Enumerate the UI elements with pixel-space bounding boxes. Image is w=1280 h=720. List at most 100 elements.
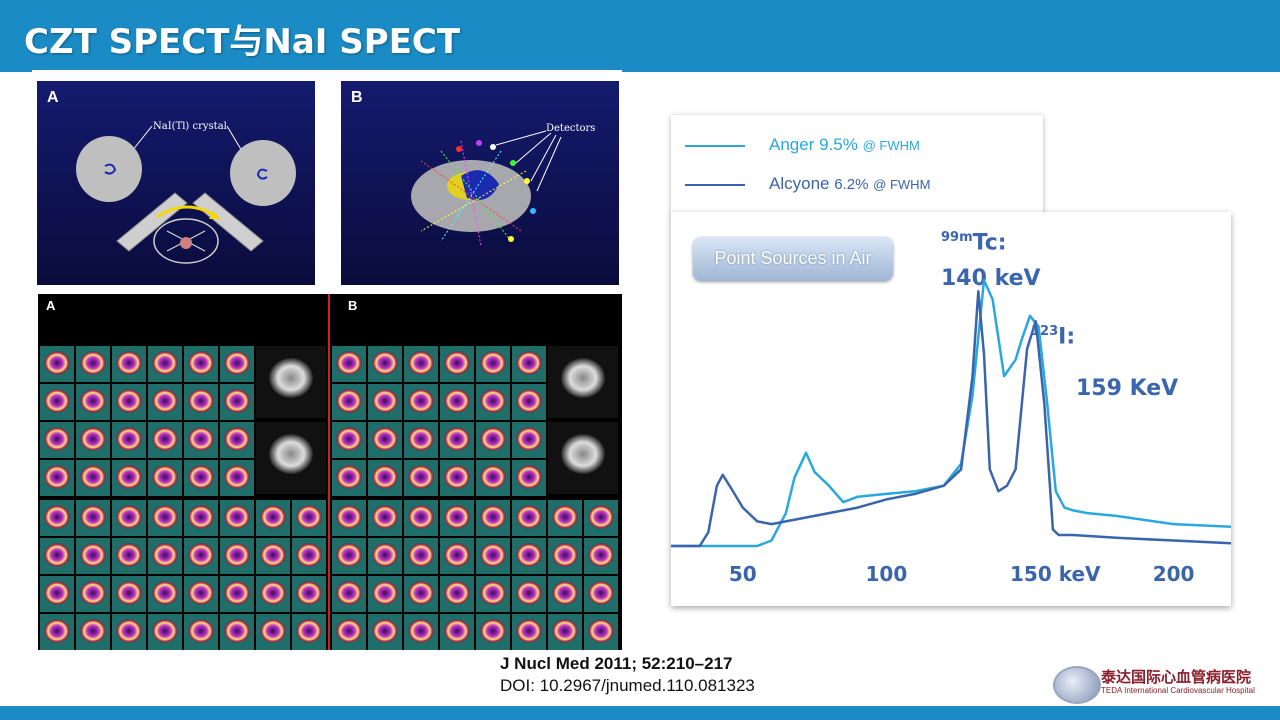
scan-slice [336, 543, 362, 567]
tc-energy: 140 keV [941, 266, 1041, 291]
citation-journal: J Nucl Med 2011; 52:210–217 [500, 654, 733, 673]
scan-slice [408, 581, 434, 605]
scan-slice [588, 505, 614, 529]
scan-slice [260, 505, 286, 529]
scan-slice [188, 351, 214, 375]
scan-slice [480, 389, 506, 413]
scan-slice [408, 351, 434, 375]
scan-slice [224, 581, 250, 605]
scan-slice [336, 505, 362, 529]
scan-slice [116, 505, 142, 529]
legend-name-alcyone: Alcyone [769, 174, 830, 193]
tc-label: Tc: [972, 230, 1007, 256]
scan-slice [188, 389, 214, 413]
spectrum-plot: 50 100 150 keV 200 [671, 278, 1231, 586]
scan-slice [80, 543, 106, 567]
scan-slice [44, 389, 70, 413]
scan-slice [516, 619, 542, 643]
citation-doi: DOI: 10.2967/jnumed.110.081323 [500, 676, 755, 695]
scan-slice [408, 465, 434, 489]
scan-slice [224, 351, 250, 375]
scan-slice [224, 619, 250, 643]
panel-b-label: B [351, 89, 363, 106]
scan-slice [372, 389, 398, 413]
scan-slice [480, 465, 506, 489]
scan-slice [152, 389, 178, 413]
scan-slice [336, 427, 362, 451]
scan-slice [516, 505, 542, 529]
hospital-emblem [1053, 666, 1101, 704]
scan-slice [372, 427, 398, 451]
scan-slice [152, 351, 178, 375]
scan-slice [408, 505, 434, 529]
scan-slice [296, 543, 322, 567]
scan-slice [80, 427, 106, 451]
figure-panel-a: A NaI(Tl) crystal [37, 81, 315, 285]
scan-slice [444, 505, 470, 529]
scan-slice [80, 619, 106, 643]
scan-slice [44, 351, 70, 375]
scan-slice [44, 619, 70, 643]
perfusion-scan-images: A B [38, 294, 622, 650]
energy-spectrum-chart: Point Sources in Air 99mTc: 140 keV 123I… [671, 212, 1231, 606]
legend-value-anger: 9.5% [819, 135, 858, 154]
scan-slice [444, 465, 470, 489]
scan-slice [224, 427, 250, 451]
hospital-name-cn: 泰达国际心血管病医院 [1101, 668, 1252, 686]
series-line-alcyone [671, 289, 1231, 548]
scan-slice [444, 427, 470, 451]
scan-slice [296, 581, 322, 605]
scan-slice [116, 351, 142, 375]
scan-slice [480, 581, 506, 605]
point-sources-badge: Point Sources in Air [693, 237, 893, 281]
x-tick-label: 50 [729, 562, 757, 586]
scan-slice [336, 351, 362, 375]
scan-slice [44, 581, 70, 605]
scan-slice [336, 389, 362, 413]
planar-blob [561, 434, 605, 474]
scan-slice [80, 465, 106, 489]
x-tick-label: 150 keV [1010, 562, 1101, 586]
scan-slice [44, 543, 70, 567]
scan-slice [188, 427, 214, 451]
legend-name-anger: Anger [769, 135, 815, 154]
i-energy: 159 KeV [1076, 376, 1179, 401]
scan-slice [224, 505, 250, 529]
scan-slice [408, 427, 434, 451]
page-title: CZT SPECT与NaI SPECT [24, 22, 461, 62]
scan-slice [588, 543, 614, 567]
panel-a-label: A [47, 89, 59, 106]
scan-slice [480, 505, 506, 529]
scan-slice [480, 351, 506, 375]
hospital-name-en: TEDA International Cardiovascular Hospit… [1101, 686, 1255, 695]
scan-slice [516, 351, 542, 375]
scan-slice [116, 465, 142, 489]
legend-swatch-alcyone [685, 184, 745, 186]
scan-slice [188, 619, 214, 643]
crystal-label: NaI(Tl) crystal [153, 121, 227, 132]
scan-slice [552, 581, 578, 605]
scan-slice [260, 619, 286, 643]
scan-slice [516, 427, 542, 451]
scan-slice [408, 389, 434, 413]
scan-slice [80, 581, 106, 605]
scan-slice [44, 465, 70, 489]
scan-slice [444, 581, 470, 605]
scan-slice [336, 465, 362, 489]
scan-slice [516, 465, 542, 489]
scan-slice [408, 619, 434, 643]
scan-slice [372, 351, 398, 375]
scan-slice [516, 581, 542, 605]
scan-slice [372, 581, 398, 605]
scan-slice [588, 619, 614, 643]
scan-slice [444, 389, 470, 413]
scan-slice [80, 389, 106, 413]
x-tick-label: 100 [866, 562, 908, 586]
scan-slice [188, 505, 214, 529]
scan-slice [116, 619, 142, 643]
scan-slice [480, 619, 506, 643]
scan-slice [372, 465, 398, 489]
legend-suffix-alcyone: @ FWHM [873, 177, 931, 192]
scan-slice [444, 543, 470, 567]
scan-slice [408, 543, 434, 567]
